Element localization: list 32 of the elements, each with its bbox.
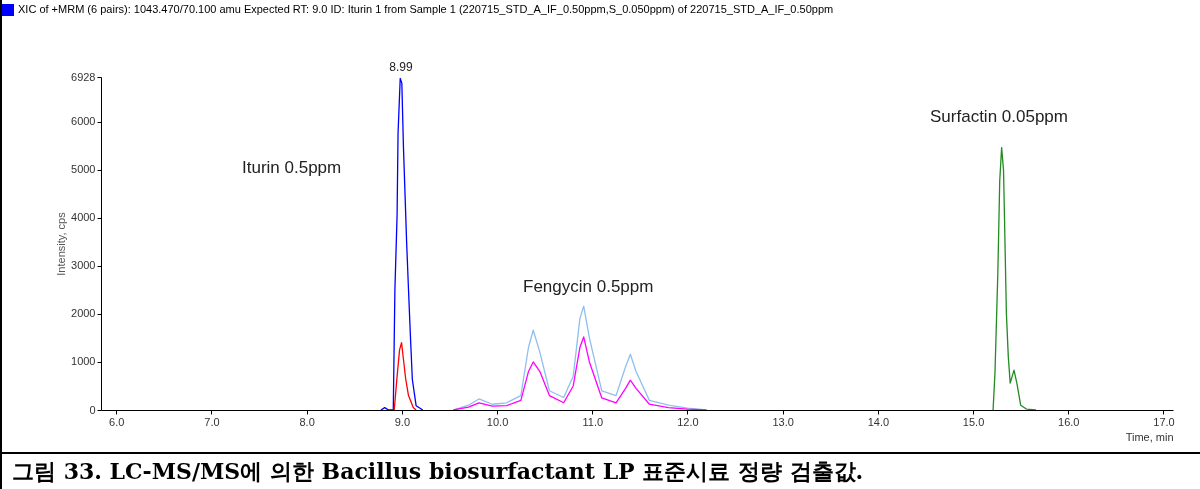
x-axis-title: Time, min [1125,430,1174,443]
y-tick-label: 2000 [71,307,96,320]
x-tick-label: 16.0 [1058,415,1080,428]
caption: 그림 33. LC-MS/MS에 의한 Bacillus biosurfactant LP 표준시료 정량 검출값. [2,452,1200,489]
x-tick-label: 11.0 [582,415,604,428]
y-axis-title: Intensity, cps [55,211,68,276]
x-tick-label: 9.0 [394,415,410,428]
annotation: Iturin 0.5ppm [242,158,342,177]
x-tick-label: 17.0 [1153,415,1175,428]
annotation: Fengycin 0.5ppm [523,277,654,296]
y-tick-label: 6928 [71,70,96,83]
annotation: Surfactin 0.05ppm [930,107,1068,126]
line-series [992,146,1037,410]
y-tick-label: 1000 [71,355,96,368]
line-series [393,342,417,410]
annotation: 8.99 [389,60,413,74]
x-tick-label: 8.0 [299,415,315,428]
y-tick-label: 3000 [71,259,96,272]
y-tick-label: 6000 [71,115,96,128]
x-tick-label: 13.0 [772,415,794,428]
line-series [452,336,708,410]
y-tick-label: 0 [89,403,96,416]
x-tick-label: 15.0 [962,415,985,428]
x-tick-label: 14.0 [867,415,890,428]
legend-label: XIC of +MRM (6 pairs): 1043.470/70.100 amu Expected RT: 9.0 ID: Iturin 1 from Sample 1 (220715_STD_A_IF_0.50ppm,S_0.050ppm) of 220715_STD_A_IF_0.50ppm [18,3,834,15]
x-tick-label: 6.0 [109,415,125,428]
line-series [380,77,424,410]
x-tick-label: 12.0 [677,415,699,428]
y-tick-label: 5000 [71,163,96,176]
x-tick-label: 7.0 [204,415,220,428]
y-tick-label: 4000 [71,211,96,224]
x-tick-label: 10.0 [486,415,509,428]
